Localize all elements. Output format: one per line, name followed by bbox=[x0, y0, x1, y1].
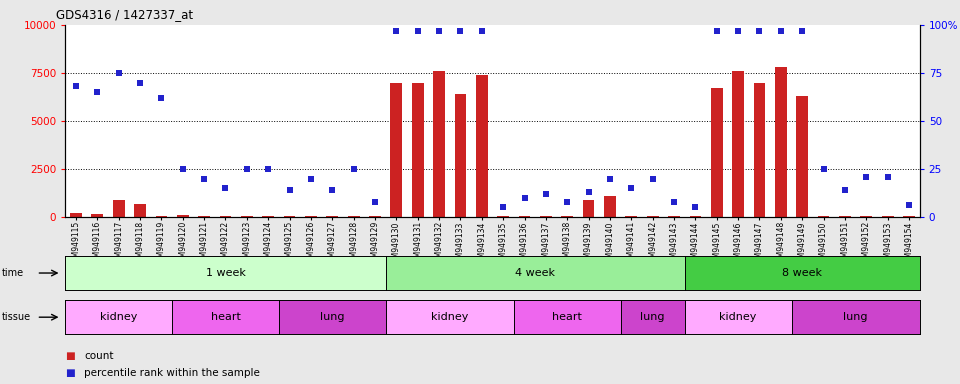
Point bbox=[795, 28, 810, 34]
Point bbox=[474, 28, 490, 34]
Bar bbox=[156, 216, 167, 217]
Bar bbox=[113, 200, 125, 217]
Point bbox=[516, 195, 532, 201]
Bar bbox=[177, 215, 188, 217]
Bar bbox=[711, 88, 723, 217]
Bar bbox=[583, 200, 594, 217]
Bar bbox=[455, 94, 467, 217]
Bar bbox=[860, 216, 872, 217]
Point bbox=[346, 166, 361, 172]
Text: 1 week: 1 week bbox=[205, 268, 246, 278]
Bar bbox=[220, 216, 231, 217]
Point bbox=[624, 185, 639, 191]
Text: time: time bbox=[2, 268, 24, 278]
Text: tissue: tissue bbox=[2, 312, 31, 322]
Point bbox=[666, 199, 682, 205]
Text: ■: ■ bbox=[65, 368, 75, 378]
Bar bbox=[882, 216, 894, 217]
Point bbox=[89, 89, 105, 95]
Bar bbox=[754, 83, 765, 217]
Bar bbox=[626, 216, 637, 217]
Bar bbox=[540, 216, 552, 217]
Point bbox=[410, 28, 425, 34]
Point bbox=[645, 175, 660, 182]
Text: kidney: kidney bbox=[719, 312, 756, 322]
Bar bbox=[284, 216, 296, 217]
Bar bbox=[134, 204, 146, 217]
Point bbox=[175, 166, 190, 172]
Bar bbox=[91, 214, 103, 217]
Text: 4 week: 4 week bbox=[516, 268, 555, 278]
Text: kidney: kidney bbox=[100, 312, 137, 322]
Bar bbox=[903, 216, 915, 217]
Point bbox=[303, 175, 319, 182]
Bar bbox=[668, 216, 680, 217]
Text: lung: lung bbox=[640, 312, 665, 322]
Point bbox=[197, 175, 212, 182]
Text: 8 week: 8 week bbox=[782, 268, 822, 278]
Bar bbox=[412, 83, 423, 217]
Bar bbox=[839, 216, 851, 217]
Point bbox=[687, 204, 703, 210]
Point bbox=[581, 189, 596, 195]
Text: lung: lung bbox=[320, 312, 345, 322]
Text: heart: heart bbox=[210, 312, 240, 322]
Text: ■: ■ bbox=[65, 351, 75, 361]
Point bbox=[858, 174, 874, 180]
Text: percentile rank within the sample: percentile rank within the sample bbox=[84, 368, 260, 378]
Bar bbox=[391, 83, 402, 217]
Point bbox=[731, 28, 746, 34]
Bar bbox=[199, 216, 210, 217]
Bar bbox=[370, 216, 381, 217]
Point bbox=[495, 204, 511, 210]
Point bbox=[752, 28, 767, 34]
Text: heart: heart bbox=[552, 312, 582, 322]
Text: GDS4316 / 1427337_at: GDS4316 / 1427337_at bbox=[56, 8, 193, 21]
Bar bbox=[775, 67, 786, 217]
Bar bbox=[476, 75, 488, 217]
Point bbox=[837, 187, 852, 193]
Bar bbox=[241, 216, 252, 217]
Point bbox=[68, 83, 84, 89]
Point bbox=[239, 166, 254, 172]
Bar bbox=[70, 213, 82, 217]
Point bbox=[260, 166, 276, 172]
Bar bbox=[797, 96, 808, 217]
Point bbox=[154, 95, 169, 101]
Bar bbox=[647, 216, 659, 217]
Bar bbox=[604, 196, 615, 217]
Point bbox=[368, 199, 383, 205]
Bar bbox=[562, 216, 573, 217]
Point bbox=[901, 202, 917, 209]
Point bbox=[218, 185, 233, 191]
Point bbox=[539, 191, 554, 197]
Bar bbox=[818, 216, 829, 217]
Text: kidney: kidney bbox=[431, 312, 468, 322]
Text: lung: lung bbox=[843, 312, 868, 322]
Point bbox=[282, 187, 298, 193]
Point bbox=[324, 187, 340, 193]
Text: count: count bbox=[84, 351, 114, 361]
Point bbox=[111, 70, 127, 76]
Bar bbox=[433, 71, 444, 217]
Bar bbox=[518, 216, 530, 217]
Bar bbox=[326, 216, 338, 217]
Bar bbox=[689, 216, 701, 217]
Bar bbox=[732, 71, 744, 217]
Point bbox=[560, 199, 575, 205]
Bar bbox=[305, 216, 317, 217]
Point bbox=[816, 166, 831, 172]
Point bbox=[453, 28, 468, 34]
Point bbox=[389, 28, 404, 34]
Bar bbox=[262, 216, 274, 217]
Point bbox=[709, 28, 725, 34]
Bar bbox=[497, 216, 509, 217]
Point bbox=[132, 79, 148, 86]
Point bbox=[602, 175, 617, 182]
Point bbox=[880, 174, 896, 180]
Point bbox=[773, 28, 788, 34]
Point bbox=[431, 28, 446, 34]
Bar bbox=[348, 216, 359, 217]
